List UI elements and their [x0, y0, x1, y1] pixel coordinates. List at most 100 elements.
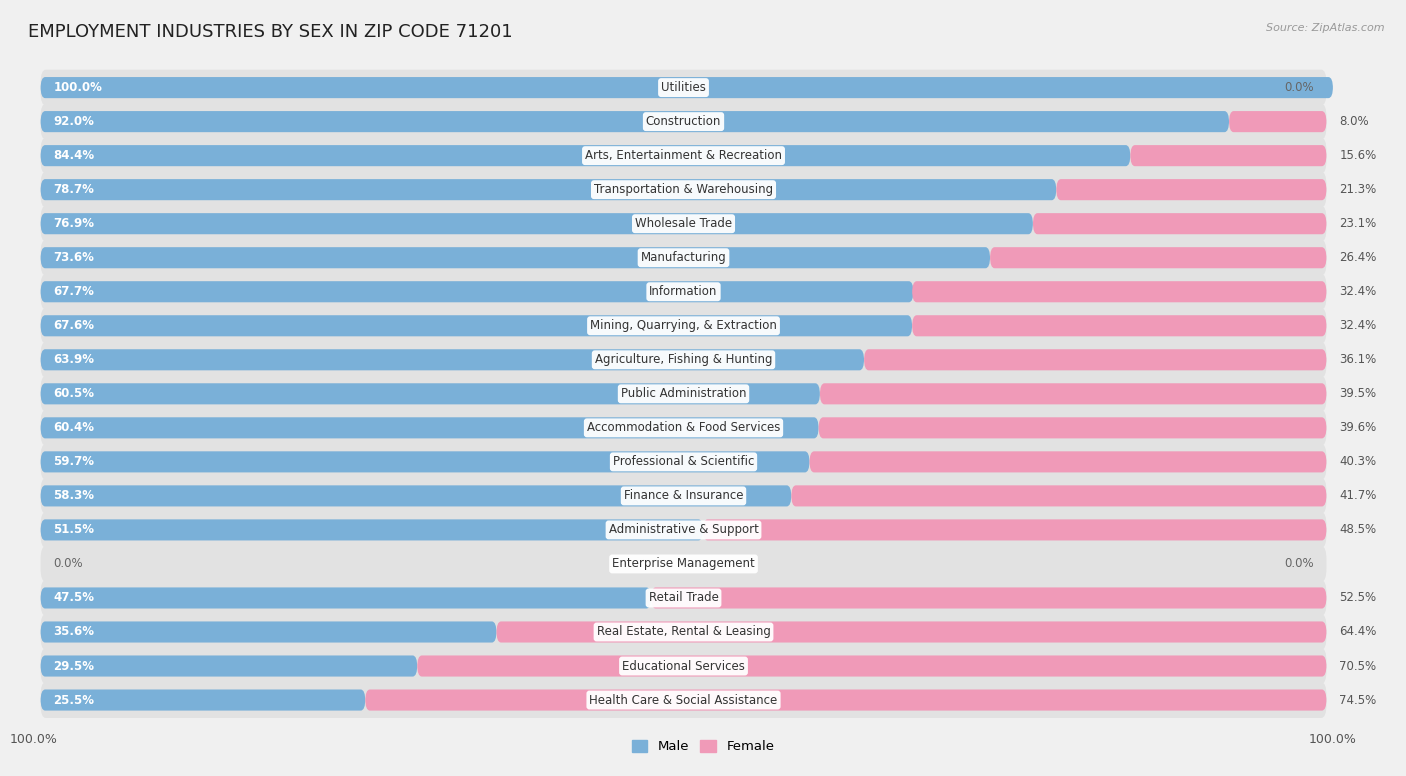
Text: Educational Services: Educational Services — [621, 660, 745, 673]
FancyBboxPatch shape — [418, 656, 1326, 677]
Text: 29.5%: 29.5% — [53, 660, 94, 673]
FancyBboxPatch shape — [41, 349, 865, 370]
FancyBboxPatch shape — [41, 485, 792, 507]
Text: 41.7%: 41.7% — [1340, 490, 1376, 502]
FancyBboxPatch shape — [41, 111, 1229, 132]
Text: 15.6%: 15.6% — [1340, 149, 1376, 162]
FancyBboxPatch shape — [990, 248, 1326, 268]
Text: 8.0%: 8.0% — [1340, 115, 1369, 128]
Text: 92.0%: 92.0% — [53, 115, 94, 128]
Text: 32.4%: 32.4% — [1340, 319, 1376, 332]
FancyBboxPatch shape — [41, 546, 1326, 582]
FancyBboxPatch shape — [41, 281, 914, 303]
FancyBboxPatch shape — [651, 587, 1326, 608]
Text: 23.1%: 23.1% — [1340, 217, 1376, 230]
Text: 67.7%: 67.7% — [53, 286, 94, 298]
Text: Information: Information — [650, 286, 717, 298]
Text: 76.9%: 76.9% — [53, 217, 94, 230]
Text: 0.0%: 0.0% — [1284, 81, 1313, 94]
FancyBboxPatch shape — [912, 281, 1326, 303]
FancyBboxPatch shape — [41, 104, 1326, 140]
Text: 36.1%: 36.1% — [1340, 353, 1376, 366]
Text: 60.5%: 60.5% — [53, 387, 94, 400]
Text: 52.5%: 52.5% — [1340, 591, 1376, 605]
FancyBboxPatch shape — [41, 145, 1130, 166]
FancyBboxPatch shape — [865, 349, 1326, 370]
Text: 25.5%: 25.5% — [53, 694, 94, 706]
Text: 51.5%: 51.5% — [53, 524, 94, 536]
Text: Enterprise Management: Enterprise Management — [612, 557, 755, 570]
FancyBboxPatch shape — [1130, 145, 1326, 166]
FancyBboxPatch shape — [41, 656, 418, 677]
FancyBboxPatch shape — [703, 519, 1326, 540]
Text: EMPLOYMENT INDUSTRIES BY SEX IN ZIP CODE 71201: EMPLOYMENT INDUSTRIES BY SEX IN ZIP CODE… — [28, 23, 513, 41]
Text: 21.3%: 21.3% — [1340, 183, 1376, 196]
Text: Transportation & Warehousing: Transportation & Warehousing — [593, 183, 773, 196]
Text: 47.5%: 47.5% — [53, 591, 94, 605]
Text: Construction: Construction — [645, 115, 721, 128]
FancyBboxPatch shape — [41, 171, 1326, 208]
Text: 70.5%: 70.5% — [1340, 660, 1376, 673]
FancyBboxPatch shape — [912, 315, 1326, 336]
Text: Real Estate, Rental & Leasing: Real Estate, Rental & Leasing — [596, 625, 770, 639]
FancyBboxPatch shape — [41, 179, 1056, 200]
FancyBboxPatch shape — [41, 342, 1326, 378]
Text: 67.6%: 67.6% — [53, 319, 94, 332]
Text: 0.0%: 0.0% — [53, 557, 83, 570]
Text: 63.9%: 63.9% — [53, 353, 94, 366]
FancyBboxPatch shape — [41, 512, 1326, 548]
FancyBboxPatch shape — [818, 417, 1326, 438]
FancyBboxPatch shape — [1033, 213, 1326, 234]
FancyBboxPatch shape — [41, 519, 703, 540]
FancyBboxPatch shape — [41, 308, 1326, 344]
FancyBboxPatch shape — [41, 137, 1326, 174]
Text: Manufacturing: Manufacturing — [641, 251, 727, 264]
FancyBboxPatch shape — [41, 274, 1326, 310]
Text: Professional & Scientific: Professional & Scientific — [613, 456, 754, 469]
Text: 59.7%: 59.7% — [53, 456, 94, 469]
Text: 64.4%: 64.4% — [1340, 625, 1376, 639]
FancyBboxPatch shape — [41, 690, 366, 711]
FancyBboxPatch shape — [41, 452, 810, 473]
FancyBboxPatch shape — [496, 622, 1326, 643]
FancyBboxPatch shape — [41, 587, 651, 608]
FancyBboxPatch shape — [41, 376, 1326, 412]
Text: Public Administration: Public Administration — [621, 387, 747, 400]
Text: Mining, Quarrying, & Extraction: Mining, Quarrying, & Extraction — [591, 319, 778, 332]
FancyBboxPatch shape — [41, 622, 496, 643]
FancyBboxPatch shape — [41, 206, 1326, 241]
FancyBboxPatch shape — [366, 690, 1326, 711]
FancyBboxPatch shape — [41, 580, 1326, 616]
FancyBboxPatch shape — [41, 682, 1326, 718]
FancyBboxPatch shape — [41, 213, 1033, 234]
FancyBboxPatch shape — [41, 70, 1326, 106]
FancyBboxPatch shape — [41, 248, 990, 268]
Text: 74.5%: 74.5% — [1340, 694, 1376, 706]
Text: 78.7%: 78.7% — [53, 183, 94, 196]
Text: Retail Trade: Retail Trade — [648, 591, 718, 605]
FancyBboxPatch shape — [1229, 111, 1326, 132]
Text: 39.6%: 39.6% — [1340, 421, 1376, 435]
Text: 40.3%: 40.3% — [1340, 456, 1376, 469]
FancyBboxPatch shape — [41, 315, 912, 336]
Text: Administrative & Support: Administrative & Support — [609, 524, 758, 536]
FancyBboxPatch shape — [41, 77, 1333, 98]
FancyBboxPatch shape — [810, 452, 1326, 473]
FancyBboxPatch shape — [1056, 179, 1326, 200]
Text: 35.6%: 35.6% — [53, 625, 94, 639]
FancyBboxPatch shape — [41, 410, 1326, 445]
Text: Agriculture, Fishing & Hunting: Agriculture, Fishing & Hunting — [595, 353, 772, 366]
FancyBboxPatch shape — [41, 614, 1326, 650]
Text: Wholesale Trade: Wholesale Trade — [636, 217, 733, 230]
Text: 26.4%: 26.4% — [1340, 251, 1376, 264]
Text: Arts, Entertainment & Recreation: Arts, Entertainment & Recreation — [585, 149, 782, 162]
Text: Accommodation & Food Services: Accommodation & Food Services — [586, 421, 780, 435]
FancyBboxPatch shape — [41, 383, 820, 404]
Text: Utilities: Utilities — [661, 81, 706, 94]
FancyBboxPatch shape — [41, 478, 1326, 514]
Text: Finance & Insurance: Finance & Insurance — [624, 490, 744, 502]
FancyBboxPatch shape — [41, 417, 818, 438]
Text: Source: ZipAtlas.com: Source: ZipAtlas.com — [1267, 23, 1385, 33]
Text: 58.3%: 58.3% — [53, 490, 94, 502]
Text: 100.0%: 100.0% — [53, 81, 103, 94]
